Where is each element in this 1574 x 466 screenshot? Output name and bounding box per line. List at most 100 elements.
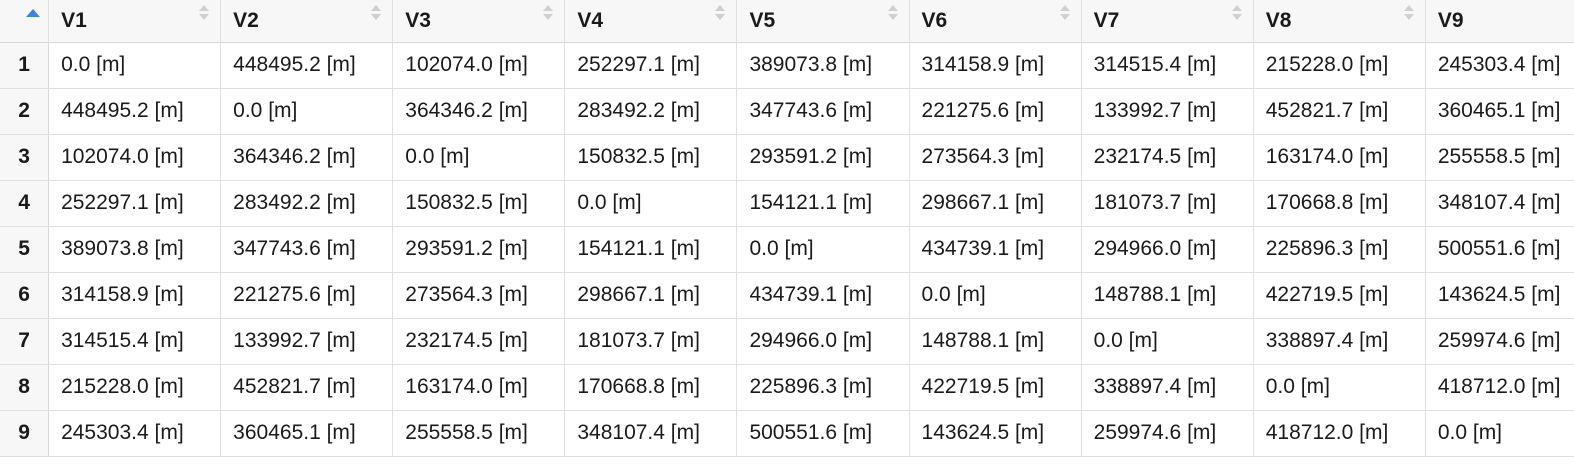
table-row: 3 102074.0 [m] 364346.2 [m] 0.0 [m] 150832.5… bbox=[0, 134, 1574, 181]
table-cell: 273564.3 [m] bbox=[909, 134, 1082, 181]
table-cell: 170668.8 [m] bbox=[1253, 180, 1426, 227]
sort-up-arrow-icon bbox=[1059, 5, 1070, 11]
sort-toggle-icon[interactable] bbox=[1231, 5, 1243, 25]
table-cell: 232174.5 [m] bbox=[392, 318, 566, 365]
table-cell: 293591.2 [m] bbox=[736, 134, 910, 181]
sort-up-arrow-icon bbox=[543, 5, 554, 11]
table-cell: 102074.0 [m] bbox=[392, 42, 566, 89]
table-cell: 452821.7 [m] bbox=[1253, 88, 1426, 135]
table-cell: 102074.0 [m] bbox=[48, 134, 222, 181]
table-cell: 422719.5 [m] bbox=[1253, 272, 1426, 319]
table-cell: 245303.4 [m] bbox=[1425, 42, 1574, 89]
sort-down-arrow-icon bbox=[1403, 14, 1414, 20]
sort-up-arrow-icon bbox=[1231, 5, 1242, 11]
column-header-label: V4 bbox=[577, 8, 604, 32]
sort-up-arrow-icon bbox=[1403, 5, 1414, 11]
column-header-label: V7 bbox=[1093, 8, 1120, 32]
sort-toggle-icon[interactable] bbox=[542, 5, 554, 25]
table-cell: 143624.5 [m] bbox=[1425, 272, 1574, 319]
table-cell: 255558.5 [m] bbox=[392, 410, 566, 457]
table-cell: 452821.7 [m] bbox=[220, 364, 394, 411]
row-index: 3 bbox=[0, 134, 50, 181]
column-header-v9[interactable]: V9 bbox=[1425, 0, 1574, 43]
table-cell: 143624.5 [m] bbox=[909, 410, 1082, 457]
table-cell: 148788.1 [m] bbox=[909, 318, 1082, 365]
table-cell: 259974.6 [m] bbox=[1081, 410, 1254, 457]
column-header-label: V8 bbox=[1265, 8, 1292, 32]
column-header-v4[interactable]: V4 bbox=[564, 0, 738, 43]
table-cell: 154121.1 [m] bbox=[564, 226, 738, 273]
table-cell: 0.0 [m] bbox=[1253, 364, 1426, 411]
column-header-label: V5 bbox=[749, 8, 776, 32]
table-cell: 255558.5 [m] bbox=[1425, 134, 1574, 181]
row-index: 6 bbox=[0, 272, 50, 319]
table-row: 7 314515.4 [m] 133992.7 [m] 232174.5 [m] 181… bbox=[0, 318, 1574, 365]
row-index: 2 bbox=[0, 88, 50, 135]
table-cell: 225896.3 [m] bbox=[736, 364, 910, 411]
table-cell: 283492.2 [m] bbox=[220, 180, 394, 227]
table-cell: 221275.6 [m] bbox=[220, 272, 394, 319]
table-cell: 434739.1 [m] bbox=[909, 226, 1082, 273]
row-index: 1 bbox=[0, 42, 50, 89]
table-row: 4 252297.1 [m] 283492.2 [m] 150832.5 [m] 0.0… bbox=[0, 180, 1574, 227]
table-cell: 283492.2 [m] bbox=[564, 88, 738, 135]
table-cell: 181073.7 [m] bbox=[564, 318, 738, 365]
column-header-v3[interactable]: V3 bbox=[392, 0, 566, 43]
table-cell: 133992.7 [m] bbox=[220, 318, 394, 365]
table-cell: 314158.9 [m] bbox=[909, 42, 1082, 89]
table-cell: 215228.0 [m] bbox=[1253, 42, 1426, 89]
header-row: V1 V2 V3 V4 V5 V6 V7 V8 V9 bbox=[0, 0, 1574, 43]
sort-up-arrow-icon bbox=[887, 5, 898, 11]
sort-down-arrow-icon bbox=[371, 14, 382, 20]
sort-toggle-icon[interactable] bbox=[370, 5, 382, 25]
table-cell: 163174.0 [m] bbox=[1253, 134, 1426, 181]
sort-toggle-icon[interactable] bbox=[198, 5, 210, 25]
column-header-v6[interactable]: V6 bbox=[909, 0, 1082, 43]
column-header-v8[interactable]: V8 bbox=[1253, 0, 1426, 43]
table-cell: 448495.2 [m] bbox=[48, 88, 222, 135]
table-cell: 294966.0 [m] bbox=[736, 318, 910, 365]
table-row: 2 448495.2 [m] 0.0 [m] 364346.2 [m] 283492.2… bbox=[0, 88, 1574, 135]
table-cell: 181073.7 [m] bbox=[1081, 180, 1254, 227]
table-cell: 0.0 [m] bbox=[909, 272, 1082, 319]
sort-toggle-icon[interactable] bbox=[1059, 5, 1071, 25]
table-cell: 225896.3 [m] bbox=[1253, 226, 1426, 273]
table-cell: 348107.4 [m] bbox=[564, 410, 738, 457]
column-header-v7[interactable]: V7 bbox=[1081, 0, 1254, 43]
sort-down-arrow-icon bbox=[1059, 14, 1070, 20]
column-header-label: V3 bbox=[405, 8, 431, 32]
table-cell: 0.0 [m] bbox=[48, 42, 222, 89]
table-cell: 150832.5 [m] bbox=[392, 180, 566, 227]
table-row: 9 245303.4 [m] 360465.1 [m] 255558.5 [m] 348… bbox=[0, 410, 1574, 457]
table-body: 1 0.0 [m] 448495.2 [m] 102074.0 [m] 252297.1… bbox=[0, 42, 1574, 457]
table-cell: 347743.6 [m] bbox=[220, 226, 394, 273]
table-row: 6 314158.9 [m] 221275.6 [m] 273564.3 [m] 298… bbox=[0, 272, 1574, 319]
table-cell: 500551.6 [m] bbox=[736, 410, 910, 457]
table-cell: 221275.6 [m] bbox=[909, 88, 1082, 135]
sort-toggle-icon[interactable] bbox=[887, 5, 899, 25]
table-cell: 294966.0 [m] bbox=[1081, 226, 1254, 273]
sort-up-arrow-icon bbox=[715, 5, 726, 11]
table-cell: 314158.9 [m] bbox=[48, 272, 222, 319]
sort-toggle-icon[interactable] bbox=[1403, 5, 1415, 25]
table-cell: 293591.2 [m] bbox=[392, 226, 566, 273]
table-cell: 148788.1 [m] bbox=[1081, 272, 1254, 319]
table-cell: 448495.2 [m] bbox=[220, 42, 394, 89]
sort-down-arrow-icon bbox=[715, 14, 726, 20]
column-header-v5[interactable]: V5 bbox=[736, 0, 910, 43]
table-cell: 133992.7 [m] bbox=[1081, 88, 1254, 135]
row-index-header[interactable] bbox=[0, 0, 50, 43]
column-header-v1[interactable]: V1 bbox=[48, 0, 222, 43]
table-cell: 500551.6 [m] bbox=[1425, 226, 1574, 273]
table-cell: 0.0 [m] bbox=[736, 226, 910, 273]
table-cell: 252297.1 [m] bbox=[564, 42, 738, 89]
table-cell: 163174.0 [m] bbox=[392, 364, 566, 411]
sort-toggle-icon[interactable] bbox=[714, 5, 726, 25]
table-cell: 418712.0 [m] bbox=[1253, 410, 1426, 457]
table-row: 8 215228.0 [m] 452821.7 [m] 163174.0 [m] 170… bbox=[0, 364, 1574, 411]
table-cell: 273564.3 [m] bbox=[392, 272, 566, 319]
row-index: 8 bbox=[0, 364, 50, 411]
column-header-v2[interactable]: V2 bbox=[220, 0, 394, 43]
